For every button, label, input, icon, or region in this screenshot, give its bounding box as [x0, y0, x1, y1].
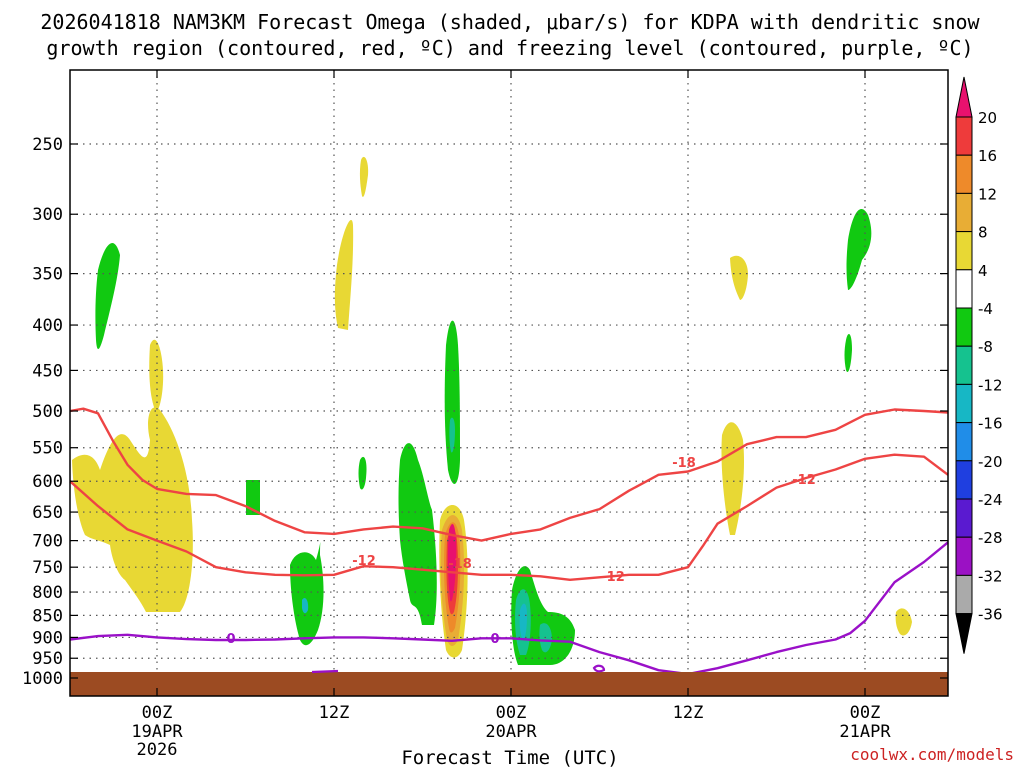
contour-label: -12 — [792, 473, 816, 488]
x-tick-date: 21APR — [839, 722, 891, 742]
y-tick-label: 700 — [32, 532, 63, 552]
omega-region-yellow — [72, 407, 193, 612]
y-tick-label: 750 — [32, 558, 63, 578]
colorbar-label: 8 — [978, 224, 988, 242]
x-tick-date: 19APR — [131, 722, 183, 742]
colorbar-label: -24 — [978, 491, 1003, 509]
colorbar-label: -20 — [978, 453, 1003, 471]
colorbar-swatch — [955, 116, 973, 156]
colorbar-swatch — [955, 154, 973, 194]
chart-title-line-1: 2026041818 NAM3KM Forecast Omega (shaded… — [40, 10, 980, 34]
colorbar-label: 16 — [978, 147, 997, 165]
omega-region-green — [95, 243, 120, 350]
colorbar-swatch — [955, 613, 973, 654]
dendritic-growth-contour — [69, 407, 949, 542]
y-tick-label: 950 — [32, 649, 63, 669]
colorbar-swatch — [955, 231, 973, 271]
colorbar-swatch — [955, 498, 973, 538]
x-tick-label: 00Z — [850, 703, 881, 723]
colorbar-swatch — [955, 536, 973, 576]
grid-lines — [70, 70, 948, 696]
y-tick-label: 400 — [32, 316, 63, 336]
omega-region-magenta — [447, 524, 457, 602]
contour-label: -18 — [672, 456, 696, 471]
chart-title-line-2: growth region (contoured, red, ºC) and f… — [46, 36, 973, 60]
contour-label: 0 — [490, 632, 499, 647]
omega-region-green — [290, 542, 324, 646]
dendritic-growth-contour — [69, 453, 949, 581]
colorbar-swatch — [955, 422, 973, 462]
contour-label: -18 — [448, 557, 472, 572]
colorbar-label: -16 — [978, 415, 1003, 433]
colorbar-swatch — [955, 307, 973, 347]
x-tick-label: 00Z — [496, 703, 527, 723]
omega-region-yellow — [334, 219, 354, 330]
contour-lines — [69, 407, 949, 676]
y-tick-label: 600 — [32, 472, 63, 492]
omega-region-yellow — [895, 608, 912, 636]
colorbar-label: -32 — [978, 567, 1003, 585]
y-tick-label: 350 — [32, 265, 63, 285]
y-axis: 2503003504004505005506006507007508008509… — [22, 135, 948, 689]
y-tick-label: 650 — [32, 503, 63, 523]
contour-label: 0 — [226, 632, 235, 647]
colorbar-swatch — [955, 269, 973, 309]
colorbar-swatch — [955, 383, 973, 424]
colorbar-label: -4 — [978, 300, 993, 318]
colorbar-label: -36 — [978, 606, 1003, 624]
plot-frame — [69, 69, 949, 697]
x-tick-year: 2026 — [137, 740, 178, 760]
omega-region-yellow — [730, 255, 748, 300]
omega-region-green — [846, 209, 872, 290]
colorbar-swatch — [955, 345, 973, 385]
colorbar: 20 16 12 8 4 -4 -8 -12 -16 -20 -24 -28 -32 -36 — [955, 76, 1003, 654]
omega-region-yellow — [359, 156, 369, 197]
y-tick-label: 800 — [32, 583, 63, 603]
omega-region-green — [844, 334, 852, 372]
omega-region-green — [246, 480, 260, 515]
plot-area — [70, 70, 948, 696]
colorbar-label: -8 — [978, 338, 993, 356]
y-tick-label: 900 — [32, 628, 63, 648]
omega-region-teal — [449, 417, 455, 453]
credit-text: coolwx.com/models — [850, 745, 1014, 764]
x-tick-label: 12Z — [319, 703, 350, 723]
colorbar-label: 20 — [978, 109, 997, 127]
y-tick-label: 850 — [32, 606, 63, 626]
y-tick-label: 500 — [32, 402, 63, 422]
omega-region-cyan — [519, 603, 527, 640]
y-tick-label: 1000 — [22, 669, 63, 689]
x-tick-label: 12Z — [673, 703, 704, 723]
y-tick-label: 250 — [32, 135, 63, 155]
contour-label: -12 — [601, 570, 625, 585]
colorbar-swatch — [955, 574, 973, 615]
omega-region-green — [358, 456, 367, 490]
colorbar-swatch — [955, 192, 973, 233]
x-tick-date: 20APR — [485, 722, 537, 742]
x-axis-title: Forecast Time (UTC) — [401, 747, 618, 768]
freezing-level-loop — [592, 664, 606, 673]
colorbar-label: -28 — [978, 529, 1003, 547]
y-tick-label: 550 — [32, 439, 63, 459]
colorbar-swatch — [955, 76, 973, 118]
contour-label: -12 — [352, 554, 376, 569]
omega-region-yellow — [149, 339, 164, 412]
y-tick-label: 450 — [32, 361, 63, 381]
freezing-level-loop — [311, 669, 339, 674]
colorbar-label: 12 — [978, 185, 997, 203]
omega-region-cyan — [302, 598, 309, 614]
colorbar-label: 4 — [978, 262, 988, 280]
omega-region-green — [398, 443, 437, 625]
terrain-band — [70, 672, 948, 696]
x-tick-label: 00Z — [142, 703, 173, 723]
colorbar-label: -12 — [978, 376, 1003, 394]
colorbar-swatch — [955, 460, 973, 500]
contour-labels: -18 -12 -12 -12 -18 0 0 — [226, 456, 815, 647]
omega-region-green — [444, 320, 460, 484]
y-tick-label: 300 — [32, 205, 63, 225]
freezing-level-contour — [69, 541, 949, 676]
